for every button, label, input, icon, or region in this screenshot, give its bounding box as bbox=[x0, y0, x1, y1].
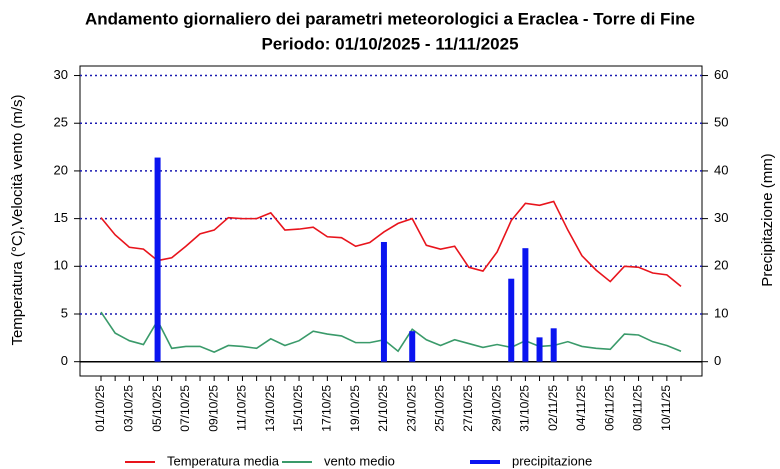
chart-subtitle: Periodo: 01/10/2025 - 11/11/2025 bbox=[261, 34, 518, 53]
y-tick-label: 30 bbox=[54, 67, 68, 82]
x-tick-label: 03/10/25 bbox=[121, 385, 135, 432]
x-tick-label: 27/10/25 bbox=[461, 385, 475, 432]
bar bbox=[154, 157, 161, 362]
y-axis-label: Temperatura (°C),Velocità vento (m/s) bbox=[9, 94, 26, 345]
y-tick-label: 5 bbox=[61, 305, 68, 320]
y2-tick-label: 40 bbox=[714, 162, 728, 177]
y2-tick-label: 0 bbox=[714, 353, 721, 368]
x-tick-label: 15/10/25 bbox=[291, 385, 305, 432]
x-tick-label: 04/11/25 bbox=[574, 385, 588, 431]
x-tick-label: 13/10/25 bbox=[263, 385, 277, 432]
x-tick-label: 02/11/25 bbox=[546, 385, 560, 431]
legend-label: Temperatura media bbox=[167, 453, 280, 468]
y-tick-label: 0 bbox=[61, 353, 68, 368]
x-tick-label: 11/10/25 bbox=[235, 385, 249, 431]
y2-tick-label: 10 bbox=[714, 305, 728, 320]
x-tick-label: 25/10/25 bbox=[433, 385, 447, 432]
x-tick-label: 01/10/25 bbox=[93, 385, 107, 432]
plot-frame bbox=[79, 65, 703, 377]
y-tick-label: 15 bbox=[54, 210, 68, 225]
x-tick-label: 17/10/25 bbox=[320, 385, 334, 432]
y2-tick-label: 30 bbox=[714, 210, 728, 225]
bar bbox=[522, 248, 529, 362]
line bbox=[100, 311, 682, 354]
y2-tick-label: 50 bbox=[714, 115, 728, 130]
y-tick-label: 20 bbox=[54, 162, 68, 177]
y-tick-label: 10 bbox=[54, 258, 68, 273]
legend-label: precipitazione bbox=[512, 453, 592, 468]
x-tick-label: 29/10/25 bbox=[489, 385, 503, 432]
y-tick-label: 25 bbox=[54, 115, 68, 130]
x-tick-label: 10/11/25 bbox=[659, 385, 673, 431]
y2-tick-label: 20 bbox=[714, 258, 728, 273]
x-tick-label: 23/10/25 bbox=[404, 385, 418, 432]
chart-title: Andamento giornaliero dei parametri mete… bbox=[85, 9, 695, 28]
x-tick-label: 09/10/25 bbox=[206, 385, 220, 432]
x-tick-label: 06/11/25 bbox=[602, 385, 616, 431]
bar bbox=[409, 331, 416, 362]
legend-label: vento medio bbox=[324, 453, 395, 468]
y2-axis-label: Precipitazione (mm) bbox=[759, 153, 776, 286]
x-tick-label: 08/11/25 bbox=[631, 385, 645, 431]
bar bbox=[508, 278, 515, 362]
x-tick-label: 07/10/25 bbox=[178, 385, 192, 432]
x-tick-label: 21/10/25 bbox=[376, 385, 390, 432]
bar bbox=[536, 337, 543, 362]
y2-tick-label: 60 bbox=[714, 67, 728, 82]
x-tick-label: 05/10/25 bbox=[150, 385, 164, 432]
bar bbox=[380, 241, 387, 362]
x-tick-label: 19/10/25 bbox=[348, 385, 362, 432]
line bbox=[100, 200, 682, 287]
bar bbox=[550, 328, 557, 362]
x-tick-label: 31/10/25 bbox=[518, 385, 532, 432]
